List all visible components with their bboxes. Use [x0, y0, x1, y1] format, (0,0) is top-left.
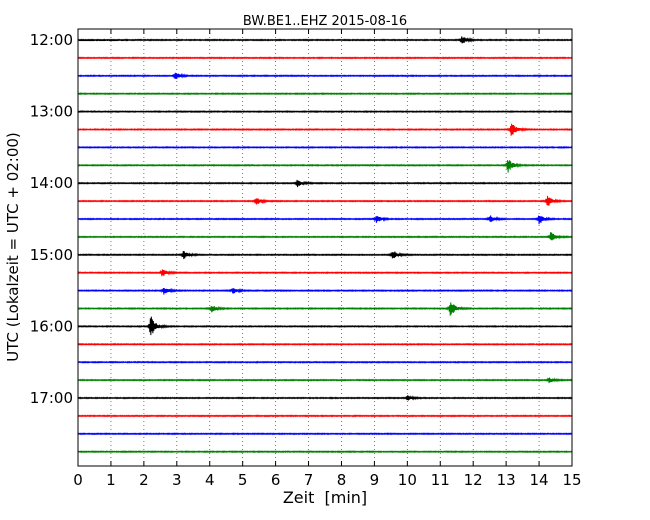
x-tick-label: 11: [431, 471, 450, 489]
y-tick-label: 17:00: [30, 389, 73, 407]
seismic-trace: [77, 160, 573, 173]
x-tick-label: 10: [398, 471, 417, 489]
seismic-trace: [77, 450, 573, 454]
x-tick-label: 15: [562, 471, 581, 489]
x-tick-label: 1: [106, 471, 116, 489]
seismic-trace: [77, 414, 573, 418]
x-tick-label: 0: [73, 471, 83, 489]
x-tick-label: 3: [172, 471, 182, 489]
x-tick-label: 5: [238, 471, 248, 489]
seismic-trace: [77, 123, 573, 136]
x-tick-label: 12: [464, 471, 483, 489]
trace-group: [77, 36, 573, 454]
x-axis-label: Zeit [min]: [283, 488, 367, 507]
seismic-trace: [77, 110, 573, 114]
seismic-trace: [77, 316, 573, 336]
x-tick-label: 14: [530, 471, 549, 489]
seismic-trace: [77, 251, 573, 260]
y-tick-label: 16:00: [30, 317, 73, 335]
seismic-trace: [77, 145, 573, 149]
x-tick-label: 4: [205, 471, 215, 489]
seismic-trace: [77, 287, 573, 295]
y-tick-label: 14:00: [30, 174, 73, 192]
y-axis-ticks: 12:00 13:00 14:00 15:00 16:00 17:00: [30, 31, 572, 407]
y-tick-label: 13:00: [30, 103, 73, 121]
seismic-trace: [77, 342, 573, 346]
seismic-trace: [77, 360, 573, 364]
seismic-trace: [77, 195, 573, 206]
x-tick-label: 6: [271, 471, 281, 489]
seismic-trace: [77, 269, 573, 277]
seismic-trace: [77, 92, 573, 96]
y-tick-label: 12:00: [30, 31, 73, 49]
x-tick-label: 13: [497, 471, 516, 489]
grid-lines: [110, 29, 540, 466]
seismic-trace: [77, 56, 573, 60]
chart-title: BW.BE1..EHZ 2015-08-16: [243, 14, 407, 29]
seismic-trace: [77, 72, 573, 79]
seismic-trace: [77, 302, 573, 316]
seismic-trace: [77, 432, 573, 436]
seismic-trace: [77, 395, 573, 401]
plot-frame: [77, 28, 573, 467]
seismic-trace: [77, 232, 573, 241]
x-tick-label: 9: [370, 471, 380, 489]
x-tick-label: 8: [337, 471, 347, 489]
seismic-trace: [77, 377, 573, 384]
x-tick-label: 7: [304, 471, 314, 489]
x-axis-ticks: 0 1 2 3 4 5 6 7 8 9 10 11 12 13 14 15: [73, 29, 582, 489]
seismic-trace: [77, 179, 573, 188]
y-axis-label: UTC (Lokalzeit = UTC + 02:00): [4, 132, 22, 362]
x-tick-label: 2: [139, 471, 149, 489]
y-tick-label: 15:00: [30, 246, 73, 264]
seismic-trace: [77, 36, 573, 44]
seismic-trace: [77, 215, 573, 225]
